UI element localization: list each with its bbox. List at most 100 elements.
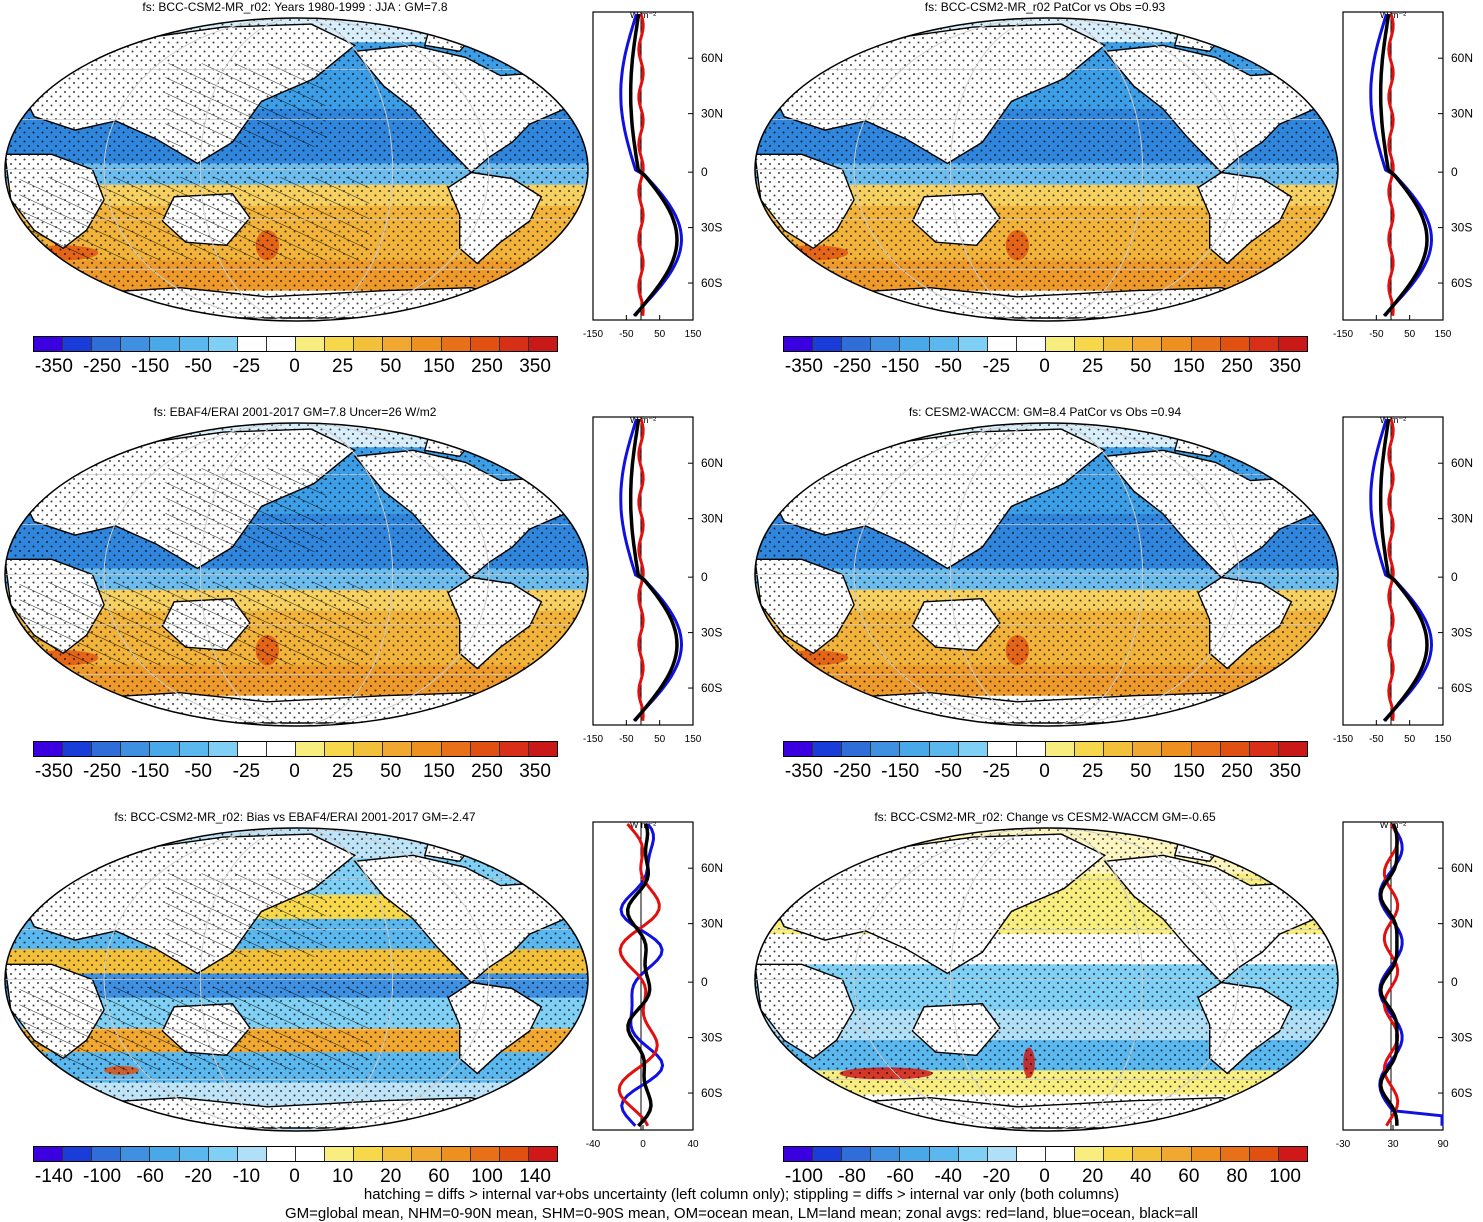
lat-label: 0 xyxy=(701,975,708,989)
colorbar-label: 0 xyxy=(289,1166,300,1187)
colorbar-label: 150 xyxy=(422,356,455,377)
colorbar-swatch xyxy=(1016,337,1046,351)
colorbar-swatch xyxy=(842,337,872,351)
colorbar-label: -350 xyxy=(34,356,73,377)
lat-label: 0 xyxy=(1451,975,1458,989)
colorbar-swatch xyxy=(499,1147,529,1161)
colorbar-swatch xyxy=(325,337,355,351)
zonal-ocean-line xyxy=(1369,13,1434,317)
colorbar-swatch xyxy=(34,742,64,756)
colorbar-label: 0 xyxy=(289,356,300,377)
zonal-all-line xyxy=(628,418,679,722)
map-field xyxy=(755,18,1338,321)
colorbar-swatch xyxy=(237,1147,267,1161)
zonal-ocean-line xyxy=(619,13,684,317)
colorbar-label: -250 xyxy=(83,356,122,377)
lat-label: 60N xyxy=(701,51,723,65)
lat-label: 0 xyxy=(701,570,708,584)
zonal-tick-label: 90 xyxy=(1437,1139,1449,1150)
colorbar-swatch xyxy=(813,337,843,351)
colorbar-label: -150 xyxy=(881,761,920,782)
lat-label: 30S xyxy=(1451,221,1472,235)
zonal-tick-label: -50 xyxy=(1369,329,1384,340)
zonal-tick-label: -50 xyxy=(1369,734,1384,745)
zonal-all-line xyxy=(625,823,653,1128)
colorbar xyxy=(33,741,558,757)
panel-title: fs: EBAF4/ERAI 2001-2017 GM=7.8 Uncer=26… xyxy=(153,405,437,419)
zonal-all-line xyxy=(1378,418,1429,722)
colorbar-swatch xyxy=(958,742,988,756)
colorbar-label: 250 xyxy=(1221,356,1253,377)
lat-label: 60N xyxy=(1451,51,1473,65)
zonal-units: W m⁻² xyxy=(1380,10,1406,20)
zonal-all-line xyxy=(1378,13,1429,317)
colorbar-label: -100 xyxy=(83,1166,122,1187)
colorbar-label: 0 xyxy=(1039,1166,1050,1187)
panel-title: fs: CESM2-WACCM: GM=8.4 PatCor vs Obs =0… xyxy=(908,405,1182,419)
colorbar-label: -250 xyxy=(83,761,122,782)
map-field xyxy=(5,423,588,726)
colorbar-labels: -350 -250 -150 -50 -25 0 25 50 150 250 350 xyxy=(33,356,556,378)
lat-label: 0 xyxy=(701,165,708,179)
colorbar-swatch xyxy=(1133,1147,1163,1161)
colorbar-label: 100 xyxy=(471,1166,503,1187)
colorbar-swatch xyxy=(1104,742,1134,756)
colorbar-swatch xyxy=(150,742,180,756)
zonal-units: W m⁻² xyxy=(630,10,656,20)
colorbar-swatch xyxy=(470,337,500,351)
colorbar-swatch xyxy=(179,337,209,351)
colorbar-swatch xyxy=(208,742,238,756)
colorbar-swatch xyxy=(325,742,355,756)
colorbar-label: -50 xyxy=(184,761,212,782)
colorbar-swatch xyxy=(383,742,413,756)
panel-graphics: W m⁻² 60N 30N 0 30S 60S -150 -50 50 150 xyxy=(754,415,1473,745)
zonal-land-line xyxy=(1387,13,1395,316)
colorbar-swatch xyxy=(34,1147,64,1161)
colorbar-label: -250 xyxy=(833,761,872,782)
zonal-units: W m⁻² xyxy=(630,415,656,425)
colorbar-label: -150 xyxy=(881,356,920,377)
colorbar-swatch xyxy=(499,337,529,351)
colorbar-label: 50 xyxy=(380,356,402,377)
colorbar-label: -350 xyxy=(784,761,823,782)
colorbar-swatch xyxy=(1016,1147,1046,1161)
zonal-frame xyxy=(1342,11,1444,321)
colorbar-swatch xyxy=(266,1147,296,1161)
colorbar-swatch xyxy=(1191,1147,1221,1161)
colorbar-label: 150 xyxy=(1172,356,1205,377)
zonal-ocean-line xyxy=(1369,418,1434,722)
lat-label: 60N xyxy=(1451,456,1473,470)
colorbar-label: -50 xyxy=(934,761,962,782)
colorbar-label: 250 xyxy=(471,356,503,377)
panel-graphics: W m⁻² 60N 30N 0 30S 60S -150 -50 50 150 xyxy=(4,415,723,745)
colorbar-swatch xyxy=(412,1147,442,1161)
colorbar-swatch xyxy=(528,337,557,351)
colorbar-swatch xyxy=(237,337,267,351)
zonal-ocean-line xyxy=(619,823,665,1127)
zonal-tick-label: -40 xyxy=(586,1139,601,1150)
zonal-tick-label: 50 xyxy=(1404,329,1416,340)
colorbar-swatch xyxy=(900,337,930,351)
lat-label: 30S xyxy=(1451,626,1472,640)
colorbar-label: -10 xyxy=(232,1166,261,1187)
colorbar-label: 25 xyxy=(1082,761,1104,782)
colorbar-swatch xyxy=(1220,337,1250,351)
colorbar-label: 50 xyxy=(380,761,402,782)
zonal-all-line xyxy=(1378,823,1399,1126)
zonal-tick-label: 50 xyxy=(1404,734,1416,745)
zonal-frame xyxy=(592,11,694,321)
colorbar-label: 140 xyxy=(519,1166,551,1187)
panel-6: fs: BCC-CSM2-MR_r02: Change vs CESM2-WAC… xyxy=(750,810,1483,1210)
colorbar-swatch xyxy=(441,1147,471,1161)
colorbar-label: -350 xyxy=(784,356,823,377)
panel-title: fs: BCC-CSM2-MR_r02: Change vs CESM2-WAC… xyxy=(874,810,1216,824)
colorbar-swatch xyxy=(1104,337,1134,351)
colorbar-swatch xyxy=(208,337,238,351)
map-outline xyxy=(4,17,589,322)
colorbar-swatch xyxy=(295,1147,326,1161)
colorbar-label: 50 xyxy=(1130,356,1152,377)
map-field xyxy=(5,828,588,1131)
colorbar-swatch xyxy=(784,337,814,351)
colorbar-swatch xyxy=(1016,742,1046,756)
